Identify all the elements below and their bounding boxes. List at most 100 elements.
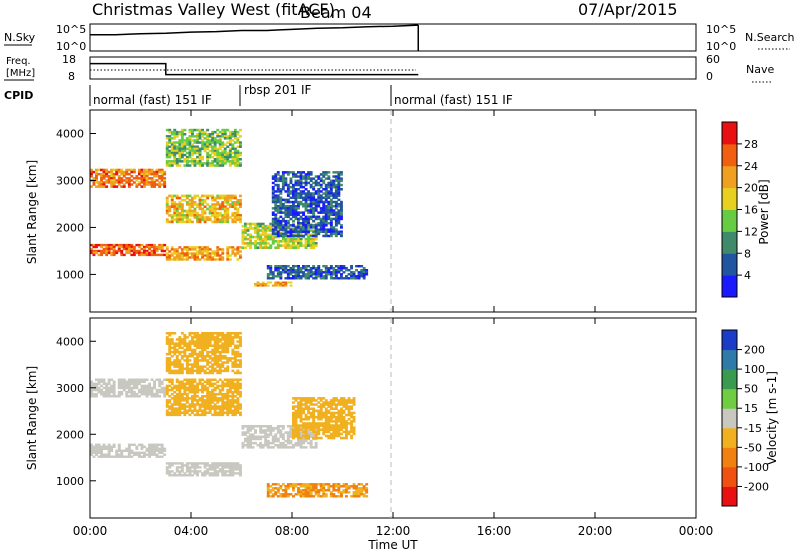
heatmap-cell [342,277,346,280]
heatmap-cell [239,135,242,138]
heatmap-cell [274,200,278,204]
heatmap-cell [223,338,227,341]
heatmap-cell [216,216,220,219]
heatmap-cell [193,342,197,345]
heatmap-cell [352,275,356,278]
heatmap-cell [302,422,305,425]
heatmap-cell [340,275,343,278]
heatmap-cell [292,485,295,488]
heatmap-cell [155,247,159,251]
heatmap-cell [107,386,111,390]
heatmap-cell [138,243,141,247]
heatmap-cell [276,188,280,191]
heatmap-cell [180,194,184,198]
heatmap-cell [241,242,245,245]
heatmap-cell [345,275,348,278]
heatmap-cell [299,181,303,185]
heatmap-cell [299,277,303,280]
heatmap-cell [327,424,331,427]
heatmap-cell [178,390,182,394]
heatmap-cell [97,172,101,176]
heatmap-cell [135,380,139,383]
heatmap-cell [226,246,230,249]
heatmap-cell [175,218,179,221]
heatmap-cell [223,162,227,165]
heatmap-cell [92,392,96,396]
heatmap-cell [180,466,184,469]
heatmap-cell [213,207,217,211]
heatmap-cell [211,214,215,217]
heatmap-cell [203,405,207,408]
heatmap-cell [105,390,109,394]
heatmap-cell [332,432,336,436]
colorbar-tick-label: 16 [744,204,758,217]
heatmap-cell [110,455,114,458]
heatmap-cell [173,258,177,261]
heatmap-cell [304,426,308,429]
heatmap-cell [342,436,346,440]
heatmap-cell [314,190,318,193]
heatmap-cell [213,405,217,408]
heatmap-cell [355,275,358,278]
heatmap-cell [266,485,270,488]
heatmap-cell [352,397,356,400]
heatmap-cell [188,151,192,155]
heatmap-cell [90,453,93,456]
heatmap-cell [317,228,321,231]
heatmap-cell [244,231,247,234]
heatmap-cell [307,397,310,400]
heatmap-cell [198,155,202,159]
heatmap-cell [213,350,217,354]
heatmap-cell [228,162,232,165]
heatmap-cell [201,143,204,146]
heatmap-cell [183,386,187,390]
heatmap-cell [198,137,202,140]
heatmap-cell [317,495,321,498]
heatmap-cell [135,384,139,388]
heatmap-cell [115,243,119,247]
heatmap-cell [347,407,351,410]
heatmap-cell [226,340,230,343]
heatmap-cell [188,209,192,213]
heatmap-cell [130,392,134,396]
heatmap-cell [327,428,331,431]
heatmap-cell [221,336,225,339]
heatmap-cell [304,232,308,236]
heatmap-cell [322,215,326,219]
heatmap-cell [218,256,222,259]
heatmap-cell [140,447,144,450]
heatmap-cell [322,487,326,490]
heatmap-cell [332,230,336,233]
heatmap-cell [206,203,210,206]
heatmap-cell [201,332,204,335]
velocity-colorbar-frame [721,329,738,507]
heatmap-cell [148,384,151,388]
heatmap-cell [231,405,235,408]
heatmap-cell [279,196,283,199]
heatmap-cell [201,405,204,408]
heatmap-cell [170,371,174,375]
heatmap-cell [175,216,179,219]
heatmap-cell [97,388,101,392]
heatmap-cell [289,234,293,238]
heatmap-cell [256,435,260,438]
heatmap-cell [312,224,316,227]
heatmap-cell [198,214,202,217]
heatmap-cell [332,401,336,404]
heatmap-cell [208,143,212,146]
heatmap-cell [115,451,119,454]
heatmap-cell [173,359,177,362]
heatmap-cell [332,185,336,189]
heatmap-cell [357,273,361,276]
heatmap-cell [241,240,245,243]
heatmap-cell [304,434,308,438]
heatmap-cell [309,446,313,449]
heatmap-cell [193,164,197,167]
heatmap-cell [239,413,242,417]
heatmap-cell [327,234,331,238]
heatmap-cell [281,198,285,202]
heatmap-cell [289,171,293,174]
heatmap-cell [299,439,303,443]
heatmap-cell [150,179,154,182]
heatmap-cell [299,428,303,431]
